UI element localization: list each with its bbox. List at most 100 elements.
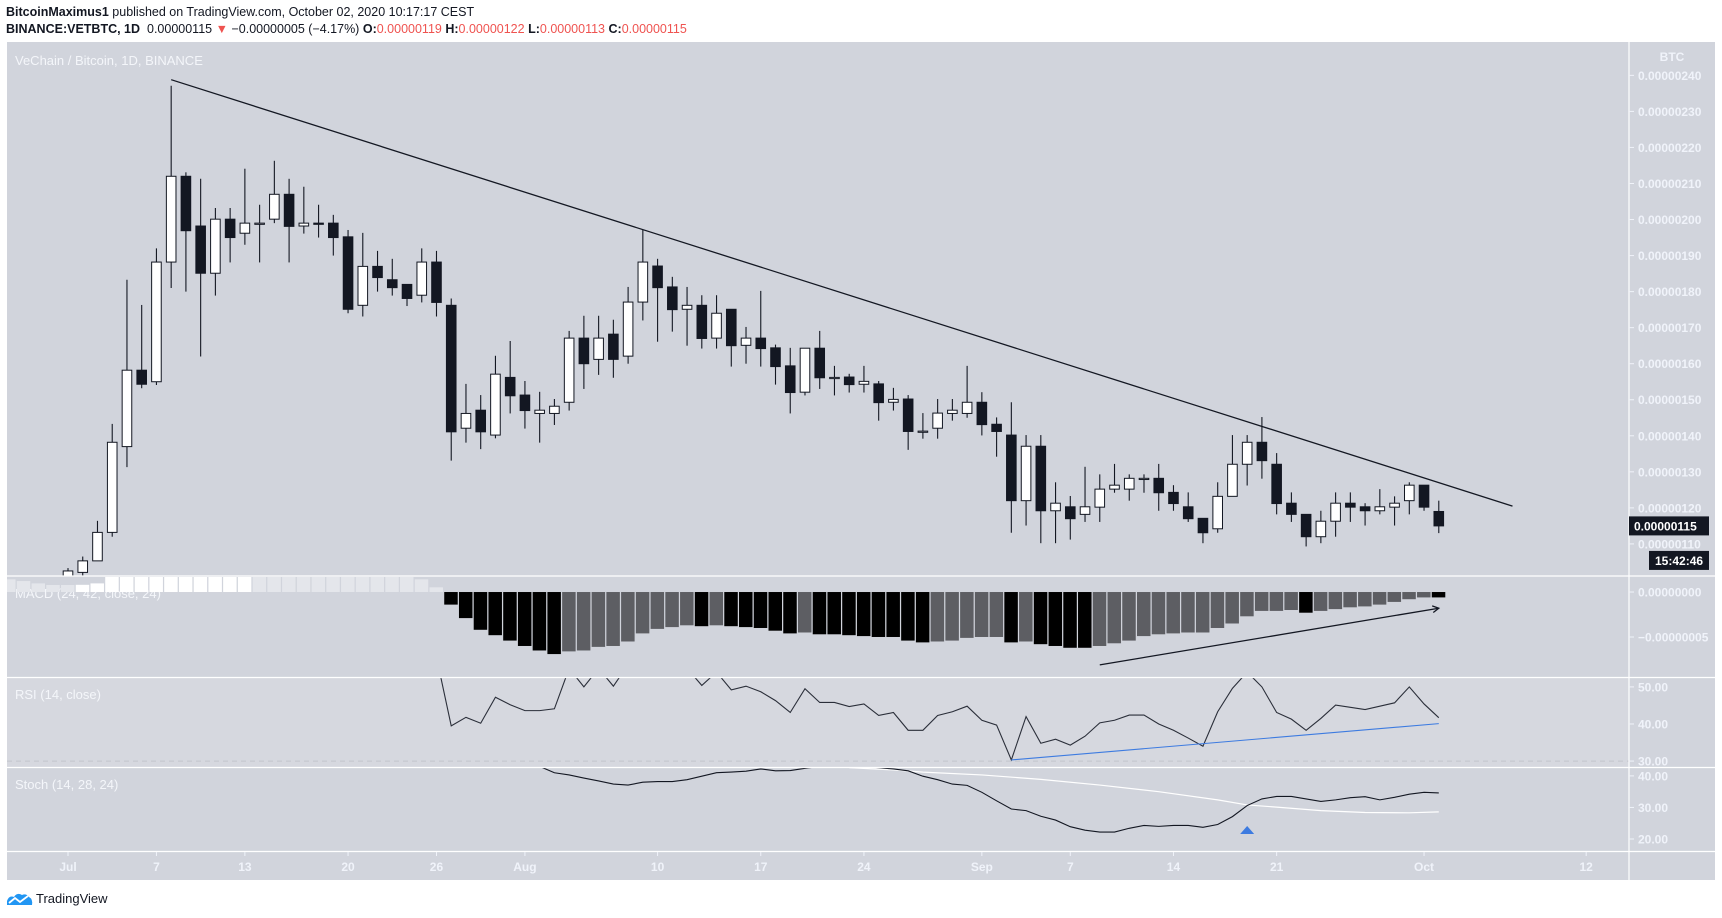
candle[interactable]	[239, 168, 251, 245]
tradingview-logo[interactable]: TradingView	[6, 891, 108, 906]
candle[interactable]	[1182, 492, 1194, 522]
rsi-label[interactable]: RSI (14, close)	[15, 687, 101, 702]
candle[interactable]	[1271, 453, 1282, 515]
candle[interactable]	[1315, 510, 1327, 544]
candle[interactable]	[1300, 513, 1312, 547]
candle[interactable]	[622, 286, 634, 364]
candle[interactable]	[652, 258, 663, 342]
candle[interactable]	[106, 423, 118, 537]
candle[interactable]	[283, 178, 295, 263]
candle[interactable]	[342, 229, 354, 314]
candle[interactable]	[1404, 482, 1415, 515]
candle[interactable]	[725, 308, 737, 367]
candle[interactable]	[490, 355, 501, 439]
candle[interactable]	[475, 395, 487, 450]
axes[interactable]: 0.00000240 0.00000230 0.00000220 0.00000210…	[59, 69, 1708, 874]
candle[interactable]	[1050, 482, 1061, 544]
candle[interactable]	[1197, 517, 1209, 544]
candle[interactable]	[1109, 463, 1120, 493]
candle[interactable]	[445, 298, 457, 461]
candle[interactable]	[328, 214, 339, 256]
macd-trend-arrow[interactable]	[1099, 607, 1439, 666]
candle[interactable]	[873, 381, 884, 421]
candle[interactable]	[62, 568, 74, 580]
candle[interactable]	[1123, 474, 1135, 501]
candle[interactable]	[637, 229, 649, 321]
candle[interactable]	[961, 365, 973, 418]
candle[interactable]	[888, 387, 899, 411]
candle[interactable]	[976, 392, 988, 436]
candle[interactable]	[1212, 482, 1223, 533]
candle[interactable]	[1359, 503, 1371, 526]
candle[interactable]	[431, 250, 442, 317]
stoch-label[interactable]: Stoch (14, 28, 24)	[15, 777, 118, 792]
candle[interactable]	[121, 279, 133, 468]
candle[interactable]	[1389, 496, 1400, 526]
candle[interactable]	[991, 417, 1002, 457]
candle[interactable]	[313, 204, 324, 238]
candle[interactable]	[136, 304, 147, 389]
candle[interactable]	[681, 286, 693, 346]
candle[interactable]	[1330, 492, 1341, 537]
candle[interactable]	[755, 290, 767, 367]
candle[interactable]	[549, 399, 560, 425]
candle[interactable]	[1241, 435, 1253, 486]
candle[interactable]	[386, 258, 398, 296]
candle[interactable]	[1064, 495, 1076, 540]
candle[interactable]	[799, 347, 811, 396]
candle[interactable]	[195, 178, 206, 357]
descending-trendline[interactable]	[170, 79, 1513, 507]
candle[interactable]	[165, 85, 177, 289]
candle[interactable]	[696, 295, 708, 349]
candle[interactable]	[460, 383, 472, 443]
candle[interactable]	[843, 373, 855, 393]
candle[interactable]	[593, 315, 604, 375]
candle[interactable]	[1153, 463, 1165, 511]
candle[interactable]	[711, 295, 722, 349]
candle[interactable]	[608, 319, 619, 378]
candle[interactable]	[1286, 492, 1297, 522]
candle[interactable]	[224, 207, 236, 263]
candle[interactable]	[1418, 484, 1430, 511]
candle[interactable]	[401, 283, 413, 307]
candle[interactable]	[1035, 435, 1047, 544]
candle[interactable]	[829, 365, 840, 396]
candle[interactable]	[1138, 474, 1150, 493]
candle[interactable]	[814, 330, 826, 389]
candle[interactable]	[298, 186, 310, 234]
candle[interactable]	[269, 160, 280, 224]
candle[interactable]	[902, 395, 914, 450]
candle[interactable]	[667, 276, 678, 332]
candle[interactable]	[1094, 474, 1106, 522]
candle[interactable]	[1227, 435, 1238, 497]
candle[interactable]	[372, 250, 383, 292]
candle[interactable]	[1020, 435, 1032, 526]
candle[interactable]	[947, 399, 958, 421]
candle[interactable]	[1006, 402, 1017, 533]
candle[interactable]	[92, 520, 103, 562]
candle[interactable]	[77, 556, 89, 576]
candle[interactable]	[858, 365, 870, 393]
candle[interactable]	[1168, 485, 1179, 511]
candle[interactable]	[1374, 489, 1386, 515]
author-name[interactable]: BitcoinMaximus1	[6, 5, 109, 19]
candle[interactable]	[1256, 417, 1268, 479]
candle[interactable]	[740, 326, 752, 364]
candle[interactable]	[1079, 466, 1091, 522]
candle[interactable]	[932, 399, 943, 439]
candle[interactable]	[504, 340, 516, 414]
candle[interactable]	[1345, 492, 1356, 522]
candle[interactable]	[784, 347, 796, 414]
candle[interactable]	[357, 232, 369, 317]
candle[interactable]	[151, 248, 162, 385]
candle[interactable]	[1433, 500, 1445, 534]
candle[interactable]	[254, 204, 265, 263]
candle[interactable]	[534, 391, 545, 443]
candle[interactable]	[180, 172, 192, 292]
candle[interactable]	[770, 344, 781, 385]
candle[interactable]	[210, 207, 221, 296]
candle[interactable]	[917, 413, 929, 439]
candle[interactable]	[563, 330, 575, 411]
rsi-trendline[interactable]	[1011, 723, 1439, 761]
